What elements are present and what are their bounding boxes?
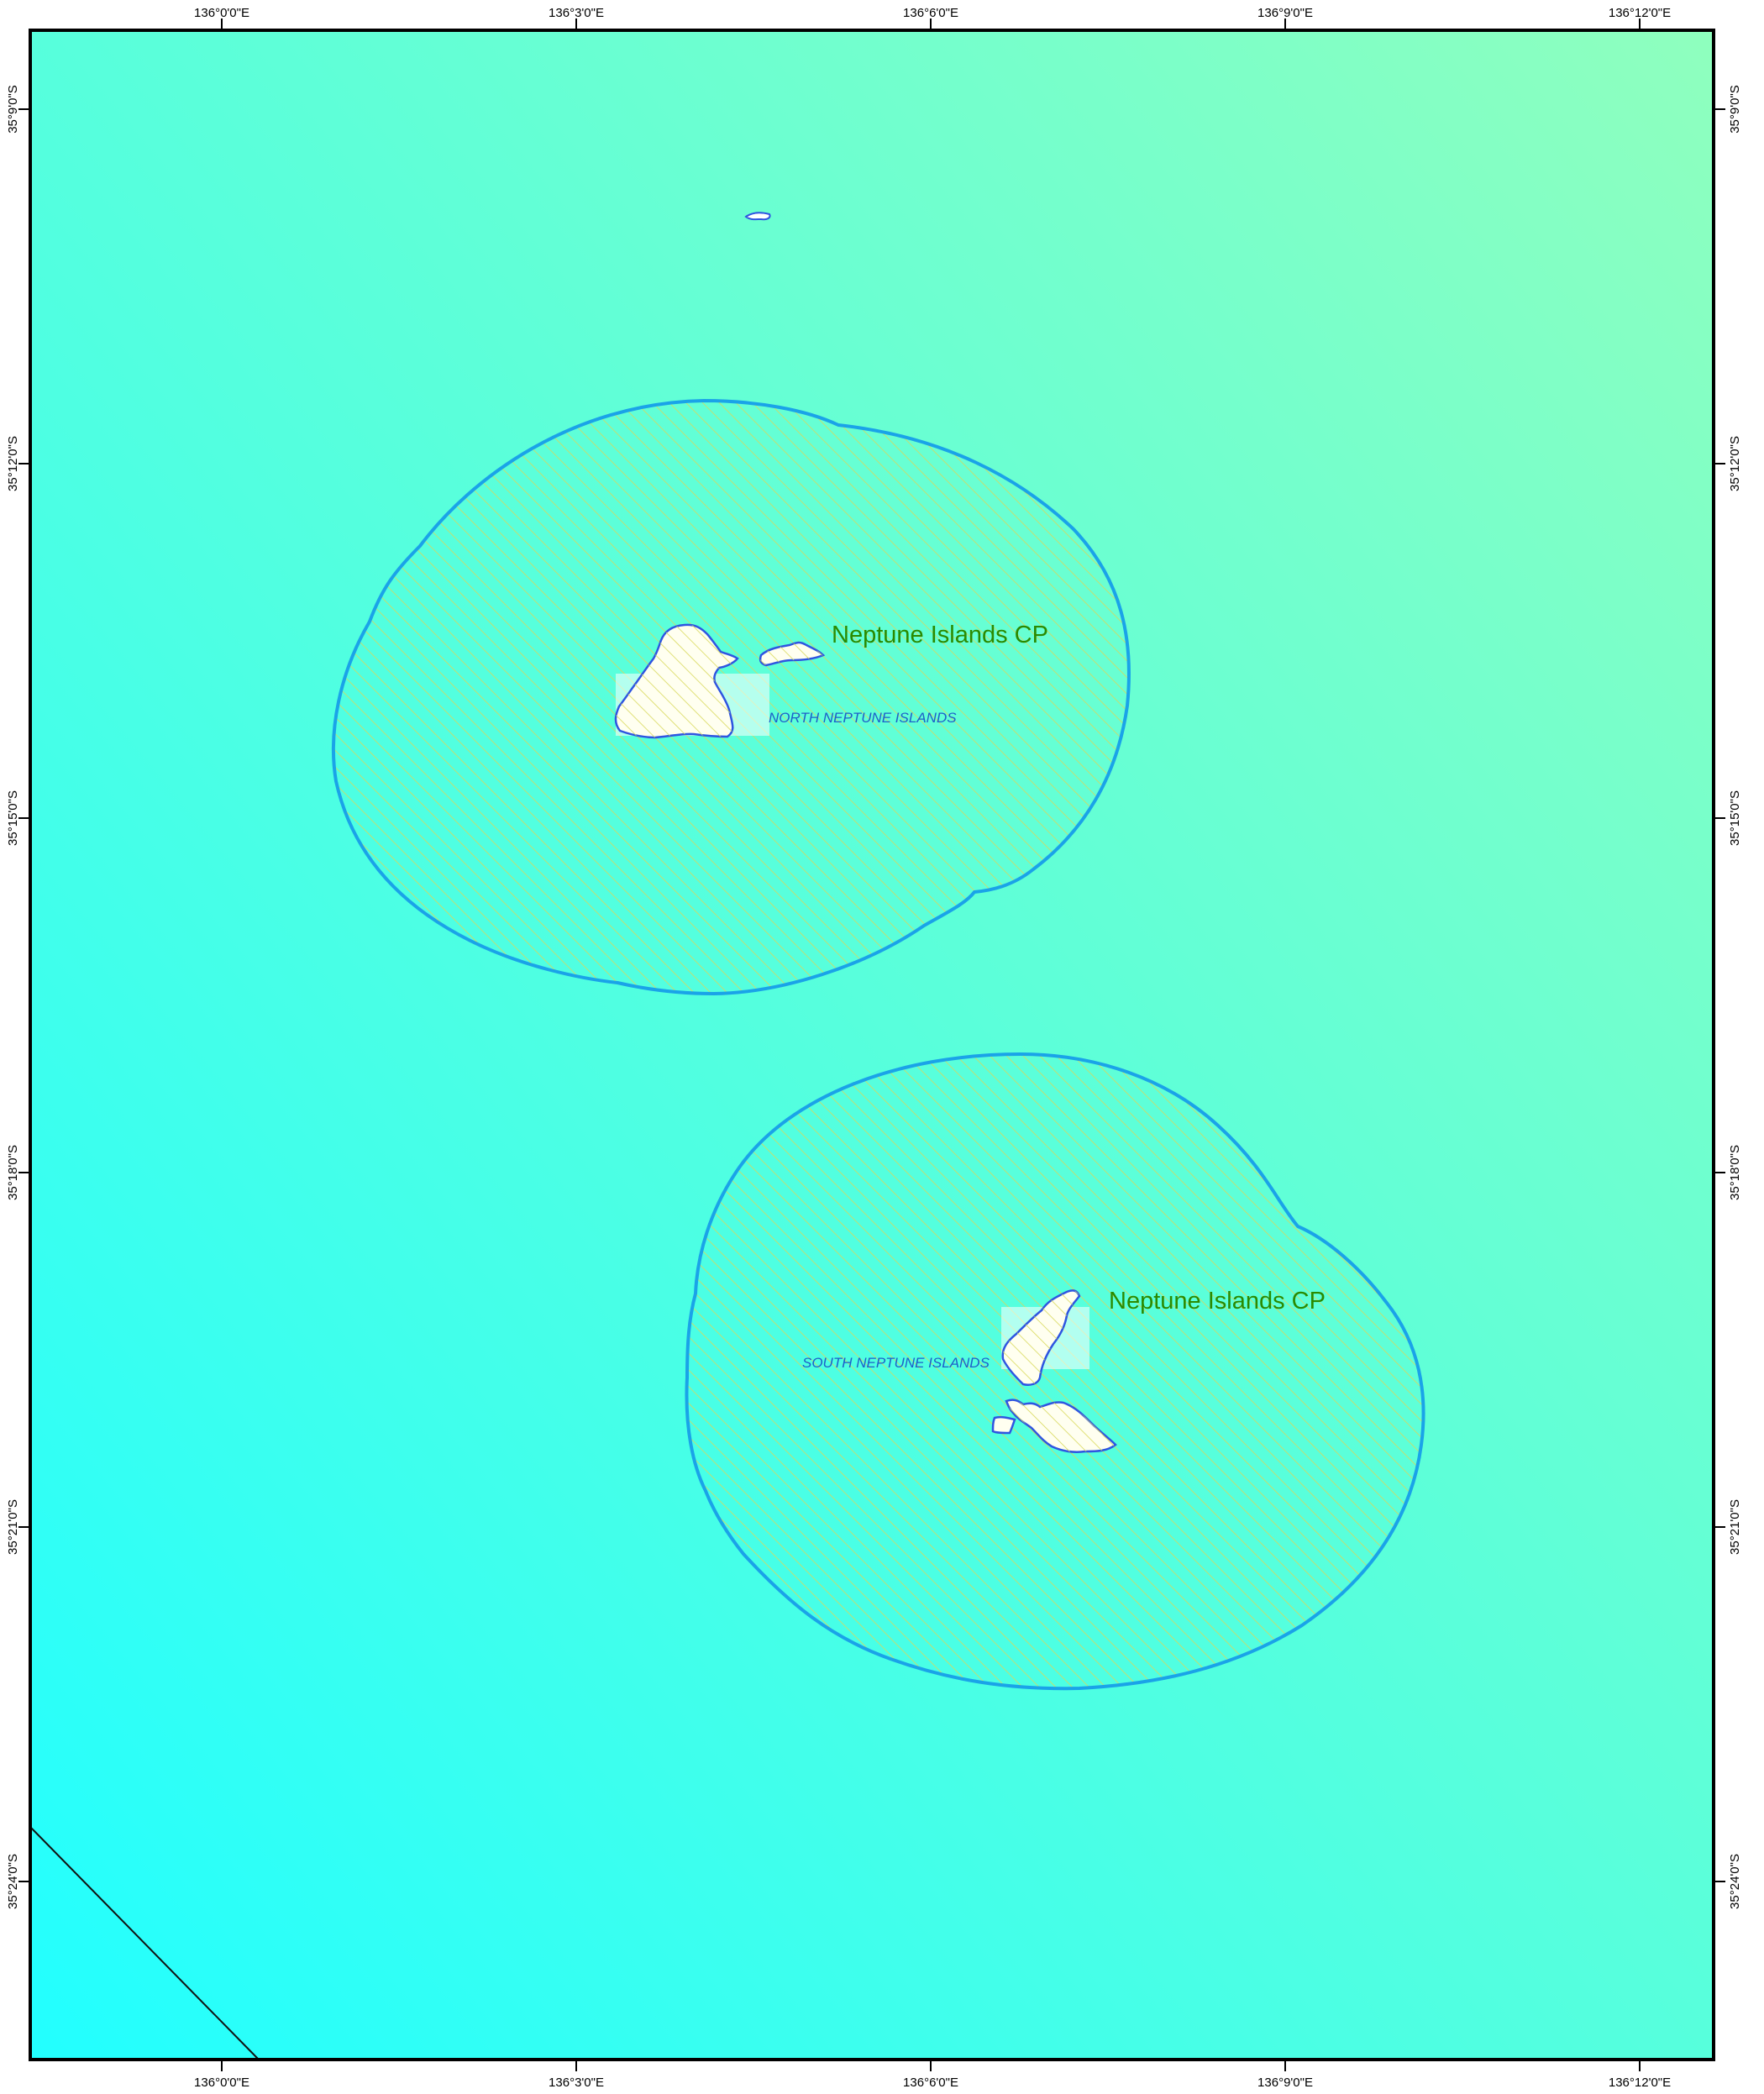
bottom-axis-label: 136°12'0"E (1609, 2076, 1671, 2090)
top-axis-label: 136°3'0"E (549, 6, 604, 20)
bottom-axis-label: 136°0'0"E (194, 2076, 249, 2090)
map-frame (29, 29, 1715, 2061)
top-axis-label: 136°9'0"E (1257, 6, 1313, 20)
north-neptune-east-islet-hatch (760, 642, 823, 665)
bottom-tick-marks (221, 2060, 1641, 2071)
top-axis-label: 136°6'0"E (903, 6, 958, 20)
bottom-axis-labels: 136°0'0"E 136°3'0"E 136°6'0"E 136°9'0"E … (194, 2076, 1671, 2090)
right-axis-label: 35°9'0"S (1728, 85, 1742, 134)
left-axis-label: 35°12'0"S (6, 436, 20, 491)
top-axis-labels: 136°0'0"E 136°3'0"E 136°6'0"E 136°9'0"E … (194, 6, 1671, 20)
right-axis-label: 35°24'0"S (1728, 1854, 1742, 1909)
right-axis-label: 35°21'0"S (1728, 1499, 1742, 1555)
top-axis-label: 136°12'0"E (1609, 6, 1671, 20)
left-axis-label: 35°18'0"S (6, 1145, 20, 1200)
sea-background (30, 30, 1714, 2060)
right-axis-label: 35°12'0"S (1728, 436, 1742, 491)
south-neptune-west-islet[interactable] (991, 1415, 1016, 1435)
south-conservation-zone[interactable] (685, 1052, 1425, 1691)
right-tick-marks (1714, 108, 1725, 1882)
bottom-axis-label: 136°9'0"E (1257, 2076, 1313, 2090)
tiny-islet[interactable] (744, 212, 771, 221)
bottom-axis-label: 136°6'0"E (903, 2076, 958, 2090)
left-axis-labels: 35°9'0"S 35°12'0"S 35°15'0"S 35°18'0"S 3… (6, 85, 20, 1909)
left-axis-label: 35°24'0"S (6, 1854, 20, 1909)
boundary-line (29, 1826, 260, 2060)
right-axis-label: 35°18'0"S (1728, 1145, 1742, 1200)
north-zone-label: Neptune Islands CP (832, 622, 1048, 648)
bottom-axis-label: 136°3'0"E (549, 2076, 604, 2090)
north-neptune-main-island-hatch (615, 624, 738, 737)
south-neptune-lower-island-hatch (1006, 1399, 1116, 1452)
left-axis-label: 35°9'0"S (6, 85, 20, 134)
south-neptune-main-island-hatch (1002, 1290, 1079, 1385)
top-axis-label: 136°0'0"E (194, 6, 249, 20)
south-island-label: SOUTH NEPTUNE ISLANDS (802, 1355, 990, 1371)
north-island-label: NORTH NEPTUNE ISLANDS (769, 710, 957, 726)
left-axis-label: 35°15'0"S (6, 790, 20, 846)
south-zone-label: Neptune Islands CP (1109, 1288, 1326, 1315)
left-axis-label: 35°21'0"S (6, 1499, 20, 1555)
right-axis-labels: 35°9'0"S 35°12'0"S 35°15'0"S 35°18'0"S 3… (1728, 85, 1742, 1909)
left-tick-marks (18, 108, 30, 1882)
top-tick-marks (221, 18, 1641, 30)
right-axis-label: 35°15'0"S (1728, 790, 1742, 846)
